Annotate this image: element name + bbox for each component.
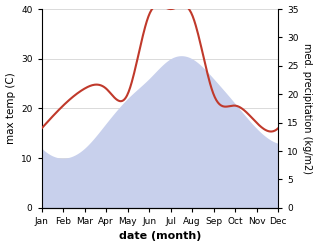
Y-axis label: med. precipitation (kg/m2): med. precipitation (kg/m2) (302, 43, 313, 174)
X-axis label: date (month): date (month) (119, 231, 201, 242)
Y-axis label: max temp (C): max temp (C) (5, 73, 16, 144)
